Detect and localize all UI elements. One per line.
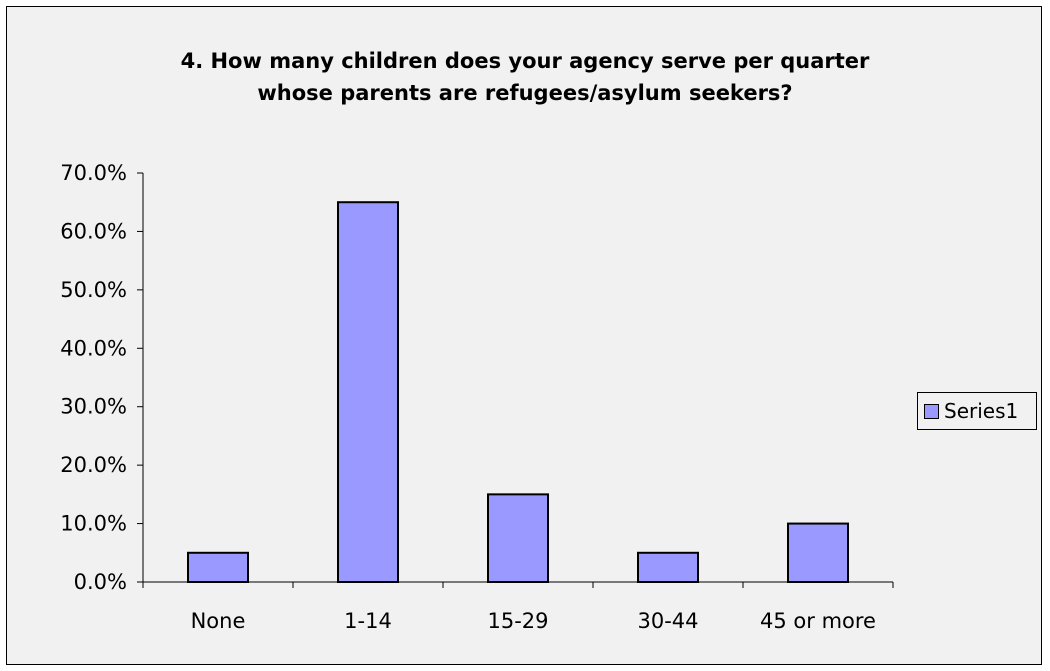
x-tick-label: 30-44 (637, 609, 698, 633)
x-tick-label: None (191, 609, 246, 633)
x-tick-label: 1-14 (344, 609, 392, 633)
y-tick-label: 40.0% (60, 336, 127, 360)
y-tick-label: 0.0% (74, 570, 127, 594)
chart-title-line-2: whose parents are refugees/asylum seeker… (257, 81, 793, 105)
x-tick-label: 45 or more (760, 609, 876, 633)
chart-title: 4. How many children does your agency se… (7, 45, 1043, 109)
x-tick-label: 15-29 (487, 609, 548, 633)
chart-title-line-1: 4. How many children does your agency se… (180, 49, 870, 73)
bar (487, 493, 549, 584)
legend: Series1 (917, 392, 1037, 430)
bar (637, 551, 699, 583)
chart-plot: 0.0% 10.0% 20.0% 30.0% 40.0% 50.0% 60.0% 70.0% N… (60, 161, 894, 633)
y-tick-label: 20.0% (60, 453, 127, 477)
y-tick-label: 60.0% (60, 219, 127, 243)
y-tick-label: 10.0% (60, 512, 127, 536)
y-tick-label: 70.0% (60, 161, 127, 185)
y-tick-label: 30.0% (60, 395, 127, 419)
bar (787, 522, 849, 583)
y-tick-label: 50.0% (60, 278, 127, 302)
bar (337, 201, 399, 583)
bar (187, 551, 249, 583)
legend-label: Series1 (944, 399, 1019, 423)
chart-frame: 4. How many children does your agency se… (6, 6, 1042, 665)
legend-swatch (924, 403, 939, 419)
